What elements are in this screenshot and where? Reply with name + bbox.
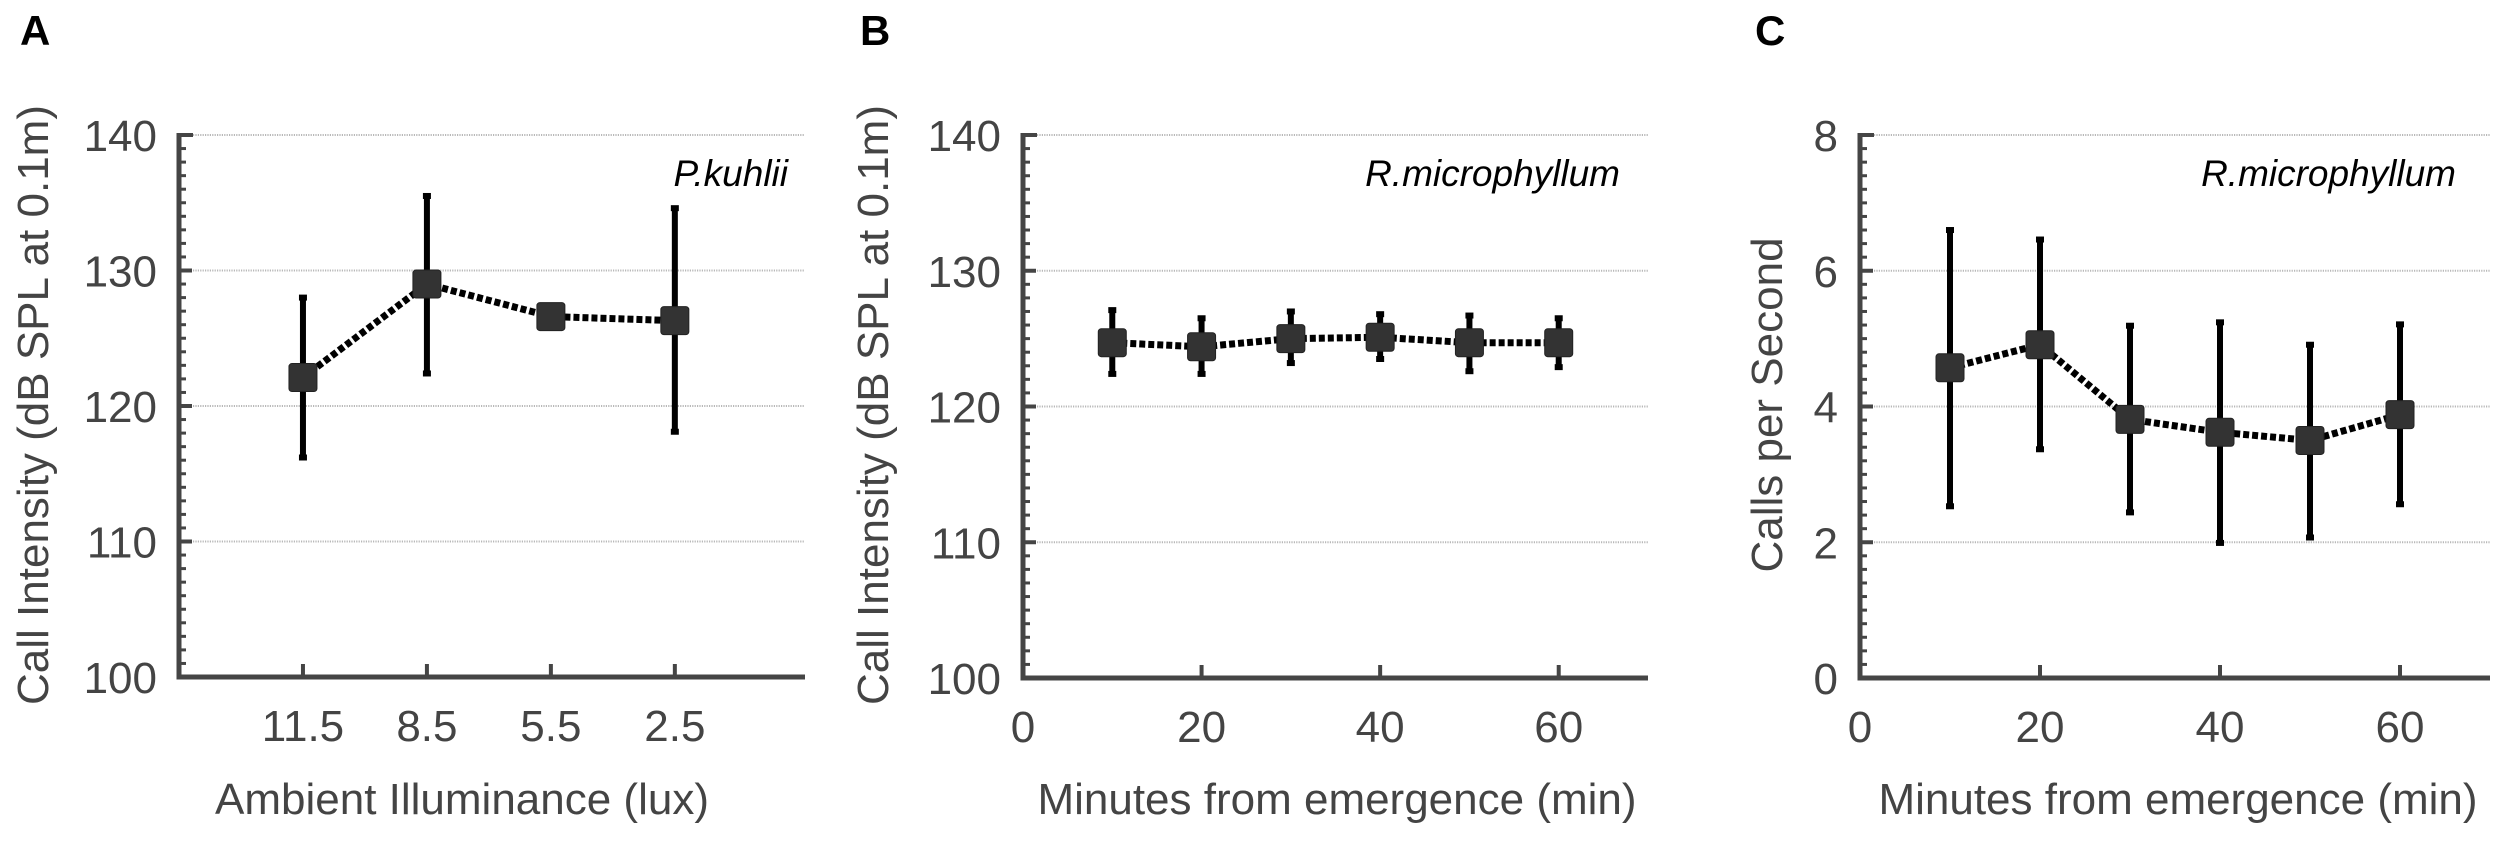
x-axis-title: Minutes from emergence (min)	[1878, 775, 2477, 824]
data-point-marker	[412, 269, 442, 299]
axes	[1020, 133, 1648, 681]
species-label: R.microphyllum	[2201, 153, 2456, 194]
y-tick-label: 130	[84, 248, 157, 297]
x-tick-label: 60	[1534, 703, 1583, 752]
y-tick-label: 4	[1814, 384, 1838, 433]
panel-a: A P.kuhlii Call Intensity (dB SPL at 0.1…	[9, 7, 805, 824]
y-tick-label: 140	[84, 112, 157, 161]
data-point-marker	[2115, 404, 2145, 434]
x-tick-label: 2.5	[644, 702, 705, 751]
plot-area: 100 110 120 130 140 11.5 8.5 5.5 2.5	[84, 112, 805, 751]
y-tick-label: 120	[84, 383, 157, 432]
species-label: P.kuhlii	[673, 153, 789, 194]
species-label: R.microphyllum	[1365, 153, 1620, 194]
y-tick-label: 8	[1814, 112, 1838, 161]
panel-letter: C	[1755, 7, 1785, 54]
x-tick-label: 11.5	[262, 702, 344, 751]
y-tick-label: 110	[87, 519, 157, 568]
series-line	[1112, 333, 1559, 351]
panel-letter: B	[860, 7, 890, 54]
plot-area: 0 2 4 6 8 0 20 40 60	[1814, 112, 2490, 752]
x-tick-label: 40	[1356, 703, 1405, 752]
x-tick-label: 8.5	[396, 702, 457, 751]
panel-b: B R.microphyllum Call Intensity (dB SPL …	[849, 7, 1648, 824]
x-tick-label: 40	[2196, 703, 2245, 752]
axes	[1857, 133, 2490, 681]
y-tick-label: 110	[931, 519, 1001, 568]
data-point-marker	[1544, 328, 1574, 358]
data-point-marker	[1935, 353, 1965, 383]
y-axis-title: Call Intensity (dB SPL at 0.1m)	[9, 105, 58, 705]
y-tick-label: 2	[1814, 519, 1838, 568]
y-tick-label: 6	[1814, 248, 1838, 297]
plot-area: 100 110 120 130 140 0 20 40 60	[928, 112, 1648, 752]
x-tick-label: 60	[2376, 703, 2425, 752]
y-axis-title: Calls per Second	[1743, 237, 1792, 572]
y-tick-label: 100	[84, 654, 157, 703]
x-tick-label: 20	[1177, 703, 1226, 752]
panel-c: C R.microphyllum Calls per Second Minute…	[1743, 7, 2490, 824]
x-tick-label: 0	[1011, 703, 1035, 752]
axes	[176, 133, 805, 680]
data-point-marker	[2205, 417, 2235, 447]
x-tick-label: 0	[1848, 703, 1872, 752]
x-tick-label: 20	[2016, 703, 2065, 752]
data-point-marker	[2295, 425, 2325, 455]
y-tick-label: 0	[1814, 655, 1838, 704]
series-line	[1949, 340, 2401, 444]
data-point-marker	[1454, 328, 1484, 358]
y-tick-label: 140	[928, 112, 1001, 161]
y-axis-title: Call Intensity (dB SPL at 0.1m)	[849, 105, 898, 705]
data-point-marker	[2385, 400, 2415, 430]
data-point-marker	[1187, 332, 1217, 362]
panel-letter: A	[20, 7, 50, 54]
x-tick-label: 5.5	[520, 702, 581, 751]
data-point-marker	[288, 363, 318, 393]
data-point-marker	[1365, 322, 1395, 352]
data-point-marker	[1276, 324, 1306, 354]
data-point-marker	[2025, 330, 2055, 360]
data-point-marker	[536, 302, 566, 332]
data-point-marker	[660, 306, 690, 336]
series-line	[300, 280, 675, 381]
y-tick-label: 120	[928, 384, 1001, 433]
data-point-marker	[1097, 328, 1127, 358]
y-tick-label: 130	[928, 248, 1001, 297]
y-tick-label: 100	[928, 655, 1001, 704]
x-axis-title: Ambient Illuminance (lux)	[215, 775, 709, 824]
x-axis-title: Minutes from emergence (min)	[1037, 775, 1636, 824]
